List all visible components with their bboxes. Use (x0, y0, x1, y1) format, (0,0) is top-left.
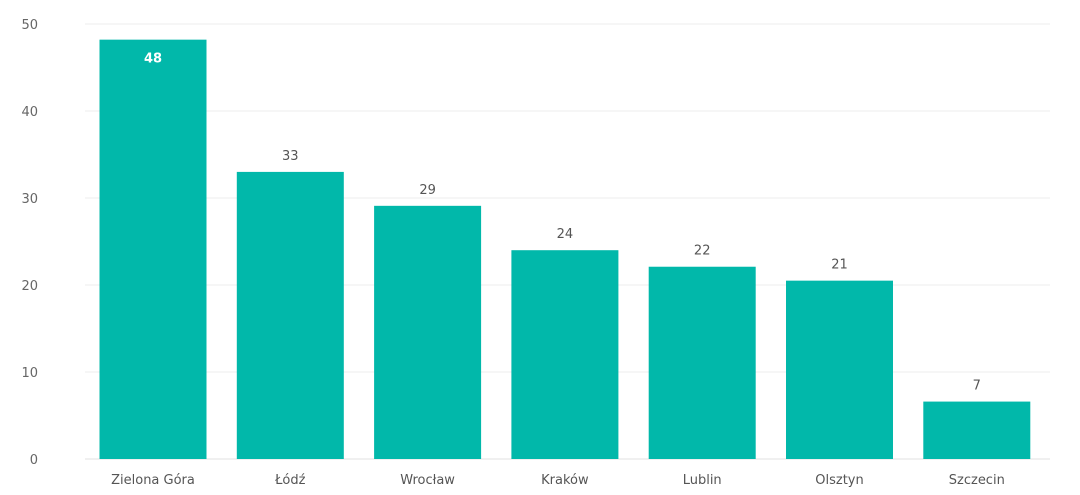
x-tick-label: Zielona Góra (111, 473, 195, 488)
bar[interactable] (99, 39, 207, 459)
data-label: 21 (831, 258, 848, 273)
x-tick-label: Wrocław (400, 473, 455, 488)
data-label: 24 (557, 227, 574, 242)
data-label: 22 (694, 244, 711, 259)
y-tick-label: 40 (21, 105, 38, 120)
x-tick-label: Łódź (274, 473, 306, 488)
data-label: 48 (144, 52, 162, 67)
bar[interactable] (236, 171, 344, 459)
bars (99, 39, 1031, 459)
x-tick-label: Szczecin (949, 473, 1005, 488)
bar[interactable] (786, 280, 893, 459)
data-label: 29 (419, 183, 436, 198)
data-label: 33 (282, 149, 299, 164)
y-tick-label: 10 (21, 366, 38, 381)
x-tick-label: Olsztyn (815, 473, 863, 488)
bar[interactable] (374, 205, 482, 459)
y-axis: 0 10 20 30 40 50 (21, 18, 38, 468)
bar[interactable] (511, 250, 619, 459)
y-tick-label: 30 (21, 192, 38, 207)
bar[interactable] (923, 401, 1031, 459)
y-tick-label: 0 (30, 453, 38, 468)
x-tick-label: Kraków (541, 473, 589, 488)
bar[interactable] (648, 266, 756, 459)
x-tick-label: Lublin (683, 473, 722, 488)
y-tick-label: 20 (21, 279, 38, 294)
x-axis: Zielona Góra Łódź Wrocław Kraków Lublin Olszt… (111, 473, 1005, 488)
y-tick-label: 50 (21, 18, 38, 33)
data-labels: 48 33 29 24 22 21 7 (144, 52, 981, 394)
data-label: 7 (973, 379, 981, 394)
